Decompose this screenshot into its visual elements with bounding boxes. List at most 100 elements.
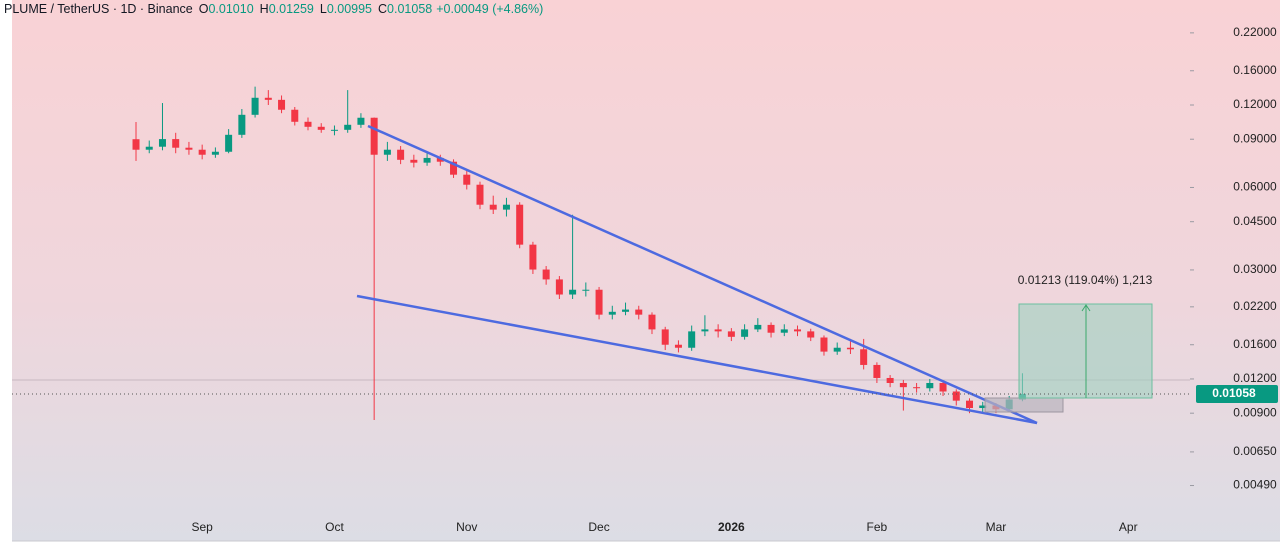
candle-body — [608, 311, 616, 315]
candle-body — [833, 347, 841, 352]
measure-arrow-head — [1081, 304, 1091, 312]
y-tick-label: 0.00490 — [1233, 478, 1277, 492]
y-tick-label: 0.22000 — [1233, 25, 1277, 39]
candle-body — [661, 329, 669, 345]
candles — [132, 86, 1026, 420]
y-tick-label: 0.01600 — [1233, 337, 1277, 351]
candle-body — [648, 314, 656, 330]
candle-body — [436, 157, 444, 162]
candle-body — [780, 329, 788, 333]
x-tick-label: Apr — [1119, 520, 1138, 534]
y-tick-label: 0.00650 — [1233, 444, 1277, 458]
candle-body — [502, 204, 510, 210]
candle-body — [741, 329, 749, 337]
candle-body — [264, 97, 272, 100]
candle-body — [622, 309, 630, 312]
candle-body — [635, 309, 643, 315]
candle-body — [688, 331, 696, 348]
x-tick-label: Feb — [867, 520, 888, 534]
y-tick-label: 0.09000 — [1233, 131, 1277, 145]
candle-body — [886, 377, 894, 383]
candle-body — [132, 139, 140, 150]
change: +0.00049 (+4.86%) — [436, 2, 543, 16]
candle-body — [476, 184, 484, 205]
candle-body — [251, 97, 259, 115]
risk-box — [984, 397, 1064, 413]
y-tick-label: 0.01200 — [1233, 371, 1277, 385]
y-tick-label: 0.06000 — [1233, 180, 1277, 194]
candle-body — [846, 347, 854, 350]
candle-body — [794, 329, 802, 332]
header-line: PLUME / TetherUS · 1D · Binance O0.01010 H… — [4, 2, 543, 16]
upper-trend-line — [367, 124, 1038, 425]
candle-body — [966, 400, 974, 409]
ohlc-value: 0.01010 — [208, 2, 253, 16]
candle-body — [529, 244, 537, 270]
y-tick-label: 0.00900 — [1233, 405, 1277, 419]
candle-body — [397, 149, 405, 160]
x-tick-label: 2026 — [718, 520, 745, 534]
symbol: PLUME / TetherUS · 1D · Binance — [4, 2, 193, 16]
y-tick-label: 0.12000 — [1233, 97, 1277, 111]
candle-body — [225, 134, 233, 152]
y-tick-label: 0.02200 — [1233, 299, 1277, 313]
candle-body — [569, 289, 577, 295]
candle-body — [344, 124, 352, 130]
candle-body — [145, 146, 153, 150]
candle-body — [357, 117, 365, 125]
plot-background — [12, 0, 1280, 541]
x-tick-label: Sep — [191, 520, 213, 534]
candle-body — [542, 269, 550, 280]
candle-body — [913, 387, 921, 389]
header: PLUME / TetherUS · 1D · Binance O0.01010 H… — [4, 2, 543, 16]
candle-body — [952, 391, 960, 401]
candle-body — [873, 364, 881, 378]
x-tick-label: Dec — [588, 520, 609, 534]
candle-body — [304, 121, 312, 127]
price-tag-bg — [1196, 384, 1278, 403]
candle-body — [238, 114, 246, 135]
candle-body — [278, 99, 286, 110]
candle-body — [899, 382, 907, 388]
candle-body — [979, 405, 987, 409]
ohlc-key: H — [260, 2, 269, 16]
candle-body — [595, 289, 603, 315]
ohlc-value: 0.01058 — [387, 2, 432, 16]
y-tick-label: 0.03000 — [1233, 262, 1277, 276]
ohlc-key: C — [378, 2, 387, 16]
candle-body — [211, 151, 219, 155]
ohlc-value: 0.01259 — [269, 2, 314, 16]
candle-body — [317, 126, 325, 130]
candle-body — [410, 159, 418, 163]
candle-body — [939, 382, 947, 392]
candle-body — [489, 204, 497, 210]
lower-trend-line — [356, 294, 1038, 425]
candle-body — [555, 279, 563, 295]
x-tick-label: Oct — [325, 520, 344, 534]
candle-body — [463, 174, 471, 185]
measure-label: 0.01213 (119.04%) 1,213 — [1018, 273, 1153, 287]
candle-body — [767, 324, 775, 333]
candle-body — [516, 204, 524, 245]
candle-body — [727, 331, 735, 337]
candle-body — [860, 349, 868, 365]
candle-body — [291, 109, 299, 122]
candle-body — [172, 139, 180, 148]
candle-body — [370, 117, 378, 155]
y-tick-label: 0.16000 — [1233, 63, 1277, 77]
x-tick-label: Mar — [986, 520, 1007, 534]
candle-body — [383, 149, 391, 155]
candle-body — [158, 139, 166, 147]
ohlc-key: L — [320, 2, 327, 16]
candle-body — [754, 324, 762, 330]
candle-body — [926, 382, 934, 389]
candle-body — [198, 149, 206, 155]
candle-body — [582, 289, 590, 291]
ohlc-key: O — [199, 2, 209, 16]
candle-body — [330, 129, 338, 131]
candle-body — [714, 329, 722, 332]
candle-body — [820, 337, 828, 352]
candle-body — [185, 147, 193, 150]
